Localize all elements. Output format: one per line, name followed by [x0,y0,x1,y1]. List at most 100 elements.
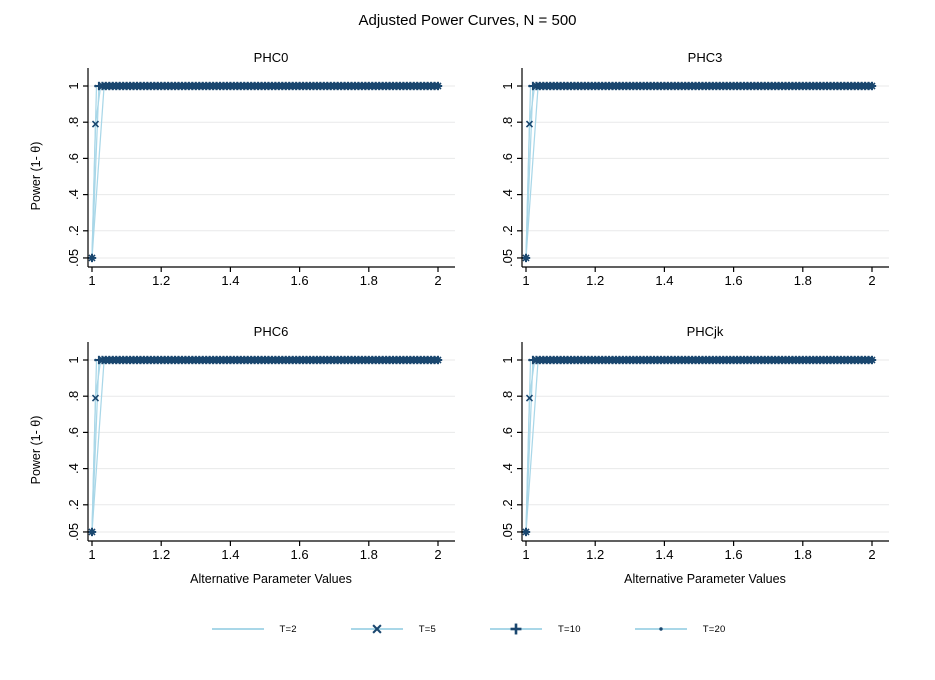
plot-content: .05 .2 .4 .6 .8 1 1 1.2 1.4 1.6 1.8 2 [500,68,889,288]
marker-x [372,624,382,634]
marker-dot [253,84,256,88]
marker-dot [135,358,139,362]
marker-dot [225,84,229,88]
y-tick-label: .05 [500,523,515,541]
marker-dot [346,358,350,362]
marker-dot [732,358,735,362]
marker-dot [346,84,350,88]
marker-dot [104,358,108,362]
marker-dot [784,84,787,88]
legend-label: T=10 [558,623,581,635]
x-tick-label: 2 [434,273,441,288]
marker-dot [759,358,763,362]
marker-dot [863,358,867,362]
y-tick-label: .6 [500,427,515,438]
y-tick-label: .6 [66,153,81,164]
marker-dot [142,84,146,88]
marker-dot [367,358,371,362]
marker-dot [562,358,566,362]
marker-dot [590,358,594,362]
marker-dot [804,358,808,362]
marker-dot [170,84,173,88]
marker-dot [798,358,801,362]
marker-dot [270,84,274,88]
marker-dot [374,358,378,362]
marker-dot [357,358,360,362]
marker-dot [811,358,815,362]
marker-dot [621,84,625,88]
marker-dot [870,84,874,88]
marker-dot [274,84,277,88]
marker-dot [187,84,191,88]
marker-dot [329,358,333,362]
marker-dot [177,358,180,362]
marker-dot [357,84,360,88]
marker-dot [642,358,645,362]
marker-dot [412,358,416,362]
marker-dot [94,84,97,88]
marker-dot [132,84,135,88]
marker-dot [128,358,132,362]
panel-phcjk: PHCjk Alternative Parameter Values .05 .2… [462,322,902,590]
marker-dot [708,358,711,362]
marker-dot [381,84,384,88]
marker-dot [409,358,412,362]
marker-dot [236,358,239,362]
marker-dot [426,358,429,362]
marker-dot [742,84,746,88]
marker-dot [791,84,794,88]
marker-dot [194,84,198,88]
y-tick-label: .2 [66,225,81,236]
marker-dot [298,84,301,88]
marker-dot [728,84,732,88]
marker-dot [542,84,545,88]
marker-dot [728,358,732,362]
marker-dot [291,358,294,362]
marker-dot [718,358,722,362]
marker-dot [159,358,163,362]
marker-dot [666,84,670,88]
marker-dot [628,84,632,88]
marker-dot [749,358,753,362]
series-line [91,359,438,532]
marker-dot [638,358,642,362]
marker-dot [159,84,163,88]
marker-dot [538,358,542,362]
marker-dot [704,358,708,362]
marker-dot [336,358,339,362]
marker-dot [156,358,160,362]
marker-dot [735,84,739,88]
marker-dot [163,84,166,88]
marker-dot [659,84,663,88]
legend-sample-plus-marker-icon [490,623,543,635]
marker-dot [749,84,753,88]
marker-dot [611,84,614,88]
marker-dot [735,358,739,362]
marker-dot [746,84,749,88]
marker-x [91,120,100,128]
marker-dot [364,84,367,88]
marker-dot [395,358,398,362]
marker-dot [315,358,319,362]
marker-dot [849,84,853,88]
marker-dot [798,84,801,88]
series-line [525,359,872,532]
y-tick-label: .6 [66,427,81,438]
legend-sample-line-icon [211,628,264,630]
legend-item-t2: T=2 [210,622,297,636]
marker-dot [194,358,198,362]
marker-dot [659,358,663,362]
marker-dot [332,84,336,88]
marker-x [525,394,534,402]
marker-dot [218,84,222,88]
marker-dot [604,84,607,88]
marker-dot [184,358,187,362]
marker-dot [711,358,715,362]
marker-dot [429,84,433,88]
marker-dot [419,358,423,362]
marker-dot [332,358,336,362]
marker-dot [415,358,419,362]
marker-dot [256,84,260,88]
marker-dot [343,358,346,362]
marker-dot [152,358,156,362]
